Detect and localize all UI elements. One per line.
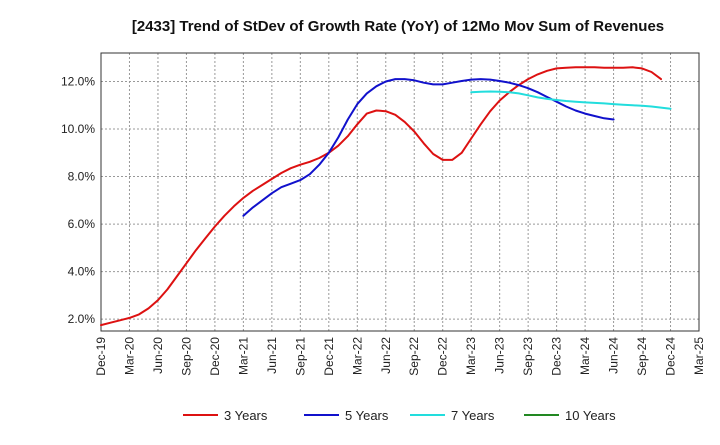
x-tick-label: Mar-24	[578, 337, 592, 375]
x-tick-label: Sep-22	[407, 337, 421, 376]
y-tick-label: 12.0%	[61, 75, 95, 89]
x-tick-label: Mar-22	[350, 337, 364, 375]
x-tick-label: Jun-24	[607, 337, 621, 374]
y-tick-label: 4.0%	[68, 265, 96, 279]
x-tick-label: Mar-21	[236, 337, 250, 375]
axes: Dec-19 Mar-20 Jun-20 Sep-20 Dec-20 Mar-21 Jun-…	[61, 52, 706, 376]
legend-label: 5 Years	[345, 408, 389, 423]
x-tick-label: Dec-20	[208, 337, 222, 376]
series-line-7-years	[470, 90, 672, 110]
y-tick-label: 8.0%	[68, 170, 96, 184]
x-tick-label: Dec-22	[436, 337, 450, 376]
x-tick-label: Sep-21	[293, 337, 307, 376]
plot-frame	[100, 52, 700, 332]
x-tick-label: Sep-23	[521, 337, 535, 376]
x-tick-label: Mar-20	[122, 337, 136, 375]
x-tick-label: Jun-22	[379, 337, 393, 374]
y-tick-label: 6.0%	[68, 217, 96, 231]
x-tick-label: Jun-20	[151, 337, 165, 374]
x-tick-label: Mar-23	[464, 337, 478, 375]
x-tick-label: Dec-19	[94, 337, 108, 376]
x-tick-label: Sep-20	[179, 337, 193, 376]
x-tick-label: Dec-21	[322, 337, 336, 376]
chart-title: [2433] Trend of StDev of Growth Rate (Yo…	[132, 18, 664, 35]
legend-label: 3 Years	[224, 408, 268, 423]
legend-label: 10 Years	[565, 408, 616, 423]
legend-label: 7 Years	[451, 408, 495, 423]
x-tick-label: Mar-25	[692, 337, 706, 375]
y-tick-label: 2.0%	[68, 312, 96, 326]
x-tick-label: Dec-23	[550, 337, 564, 376]
series-line-3-years	[100, 66, 662, 327]
x-tick-label: Sep-24	[635, 337, 649, 376]
legend: 3 Years 5 Years 7 Years 10 Years	[183, 408, 616, 423]
grid	[101, 53, 699, 331]
y-tick-label: 10.0%	[61, 122, 95, 136]
x-tick-label: Dec-24	[664, 337, 678, 376]
x-tick-label: Jun-23	[493, 337, 507, 374]
series-lines	[100, 66, 672, 327]
x-tick-label: Jun-21	[265, 337, 279, 374]
